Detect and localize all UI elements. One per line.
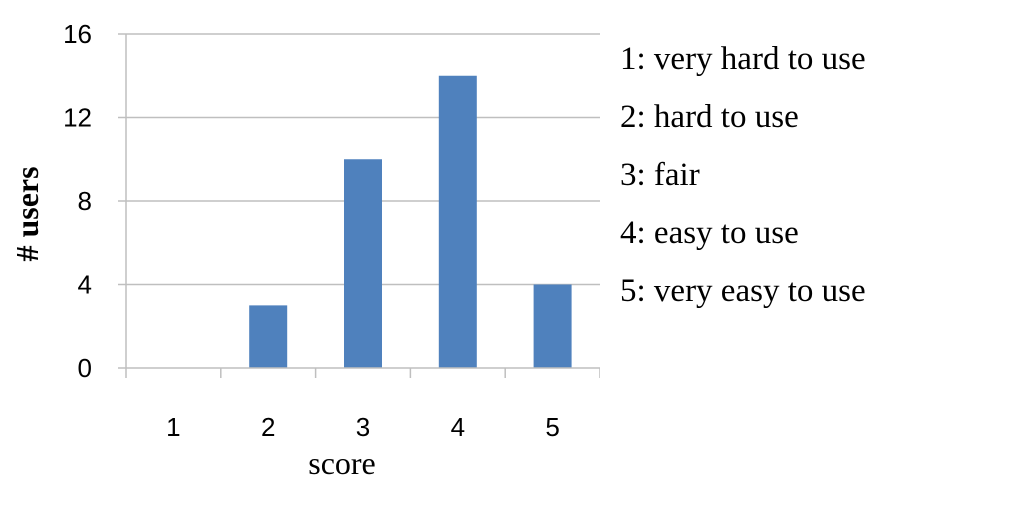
x-axis-title: score — [308, 445, 376, 481]
legend-item: 3: fair — [620, 157, 700, 193]
x-tick-label: 4 — [451, 412, 465, 442]
y-tick-label: 4 — [78, 270, 92, 300]
bar-score-4 — [438, 75, 477, 368]
legend-item: 2: hard to use — [620, 99, 799, 135]
x-tick-label: 3 — [356, 412, 370, 442]
x-tick-label: 5 — [545, 412, 559, 442]
legend-item: 1: very hard to use — [620, 41, 866, 77]
bar-score-5 — [533, 284, 572, 368]
y-tick-label: 16 — [63, 19, 92, 49]
score-legend: 1: very hard to use 2: hard to use 3: fa… — [620, 30, 866, 320]
x-tick-label: 1 — [166, 412, 180, 442]
legend-item: 4: easy to use — [620, 215, 799, 251]
bar-score-3 — [344, 159, 382, 368]
y-tick-labels: 0 4 8 12 16 — [63, 19, 92, 383]
y-axis-title: # users — [9, 166, 45, 261]
bar-score-2 — [249, 305, 288, 368]
bars — [249, 75, 572, 368]
y-tick-label: 0 — [78, 353, 92, 383]
y-tick-label: 8 — [78, 186, 92, 216]
axes — [118, 33, 600, 378]
y-tick-label: 12 — [63, 103, 92, 133]
x-tick-labels: 1 2 3 4 5 — [166, 412, 560, 442]
x-tick-label: 2 — [261, 412, 275, 442]
legend-item: 5: very easy to use — [620, 273, 866, 309]
